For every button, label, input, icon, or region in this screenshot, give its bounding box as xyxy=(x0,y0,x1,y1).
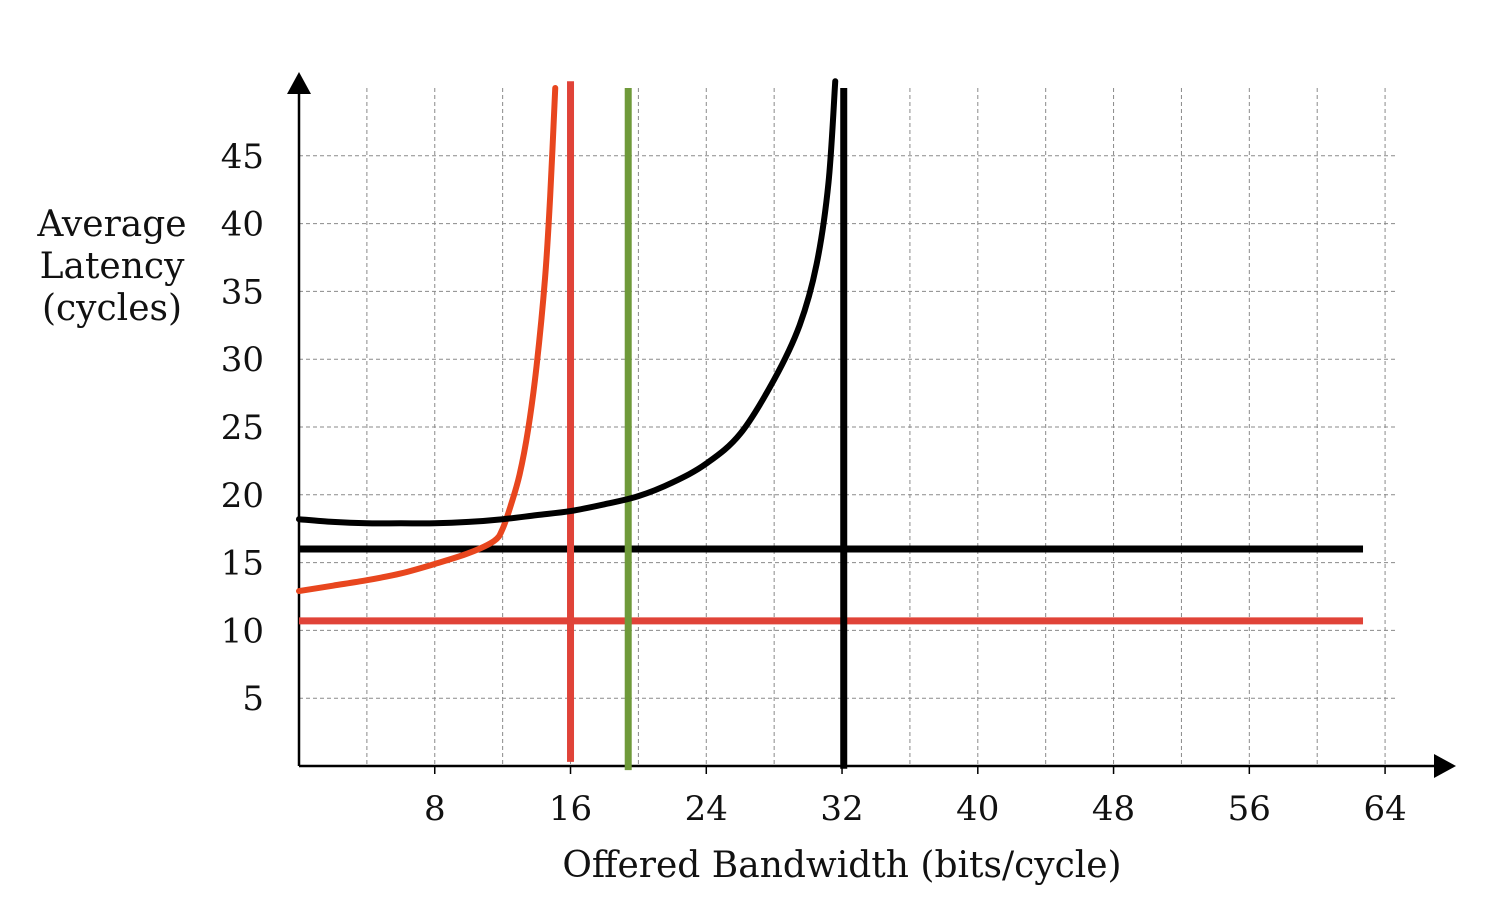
x-tick-label-40: 40 xyxy=(956,789,999,829)
y-axis-title-line-2: Latency xyxy=(40,246,185,287)
x-axis-title: Offered Bandwidth (bits/cycle) xyxy=(562,845,1121,886)
y-tick-label-15: 15 xyxy=(221,544,264,584)
x-tick-label-48: 48 xyxy=(1092,789,1135,829)
x-tick-label-56: 56 xyxy=(1228,789,1271,829)
x-tick-label-24: 24 xyxy=(685,789,728,829)
x-tick-label-64: 64 xyxy=(1363,789,1406,829)
axes xyxy=(287,72,1456,778)
y-tick-label-25: 25 xyxy=(221,408,264,448)
y-tick-label-40: 40 xyxy=(221,205,264,245)
grid-lines xyxy=(299,88,1398,766)
x-tick-label-8: 8 xyxy=(424,789,446,829)
latency-curves xyxy=(296,78,839,595)
y-tick-label-20: 20 xyxy=(221,476,264,516)
x-axis-arrow-icon xyxy=(1434,754,1456,778)
x-tick-label-32: 32 xyxy=(820,789,863,829)
y-tick-label-45: 45 xyxy=(221,137,264,177)
x-tick-label-16: 16 xyxy=(549,789,592,829)
y-axis-arrow-icon xyxy=(287,72,311,94)
tick-labels: 8 16 24 32 40 48 56 64 5 10 15 20 25 30 35 40 45 xyxy=(221,137,1407,829)
y-tick-label-30: 30 xyxy=(221,340,264,380)
latency-curve-black xyxy=(296,78,839,527)
y-axis-title-line-3: (cycles) xyxy=(42,288,182,329)
y-tick-label-5: 5 xyxy=(242,679,264,719)
y-tick-label-10: 10 xyxy=(221,611,264,651)
y-axis-title-line-1: Average xyxy=(36,204,186,245)
y-tick-label-35: 35 xyxy=(221,272,264,312)
